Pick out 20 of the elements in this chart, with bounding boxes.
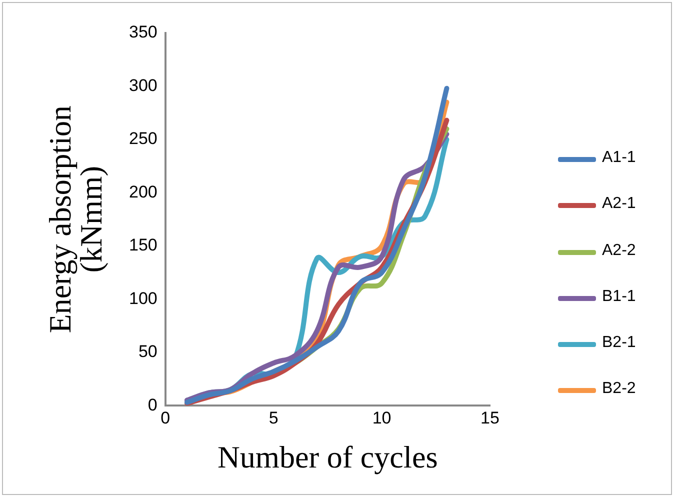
y-tick-label: 150 xyxy=(128,236,158,255)
legend-label: A2-2 xyxy=(602,242,636,260)
x-tick-label: 15 xyxy=(480,408,500,428)
x-axis-title: Number of cycles xyxy=(217,440,438,475)
legend-label: B2-1 xyxy=(602,334,636,352)
legend-label: A2-1 xyxy=(602,195,636,214)
x-tick-label: 5 xyxy=(268,408,278,428)
y-tick-label: 350 xyxy=(128,22,158,42)
legend-label: B2-2 xyxy=(602,380,636,398)
legend-label: B1-1 xyxy=(602,288,636,306)
x-tick-label: 10 xyxy=(372,408,392,428)
y-tick-label: 250 xyxy=(128,129,158,148)
x-tick-label: 0 xyxy=(160,408,170,428)
y-tick-label: 200 xyxy=(128,182,158,202)
y-tick-label: 0 xyxy=(148,395,158,414)
y-tick-label: 300 xyxy=(128,76,158,95)
y-axis-title: Energy absorption (kNmm) xyxy=(42,105,109,334)
y-tick-label: 100 xyxy=(128,288,158,308)
legend-label: A1-1 xyxy=(602,149,636,167)
y-tick-label: 50 xyxy=(138,342,158,362)
